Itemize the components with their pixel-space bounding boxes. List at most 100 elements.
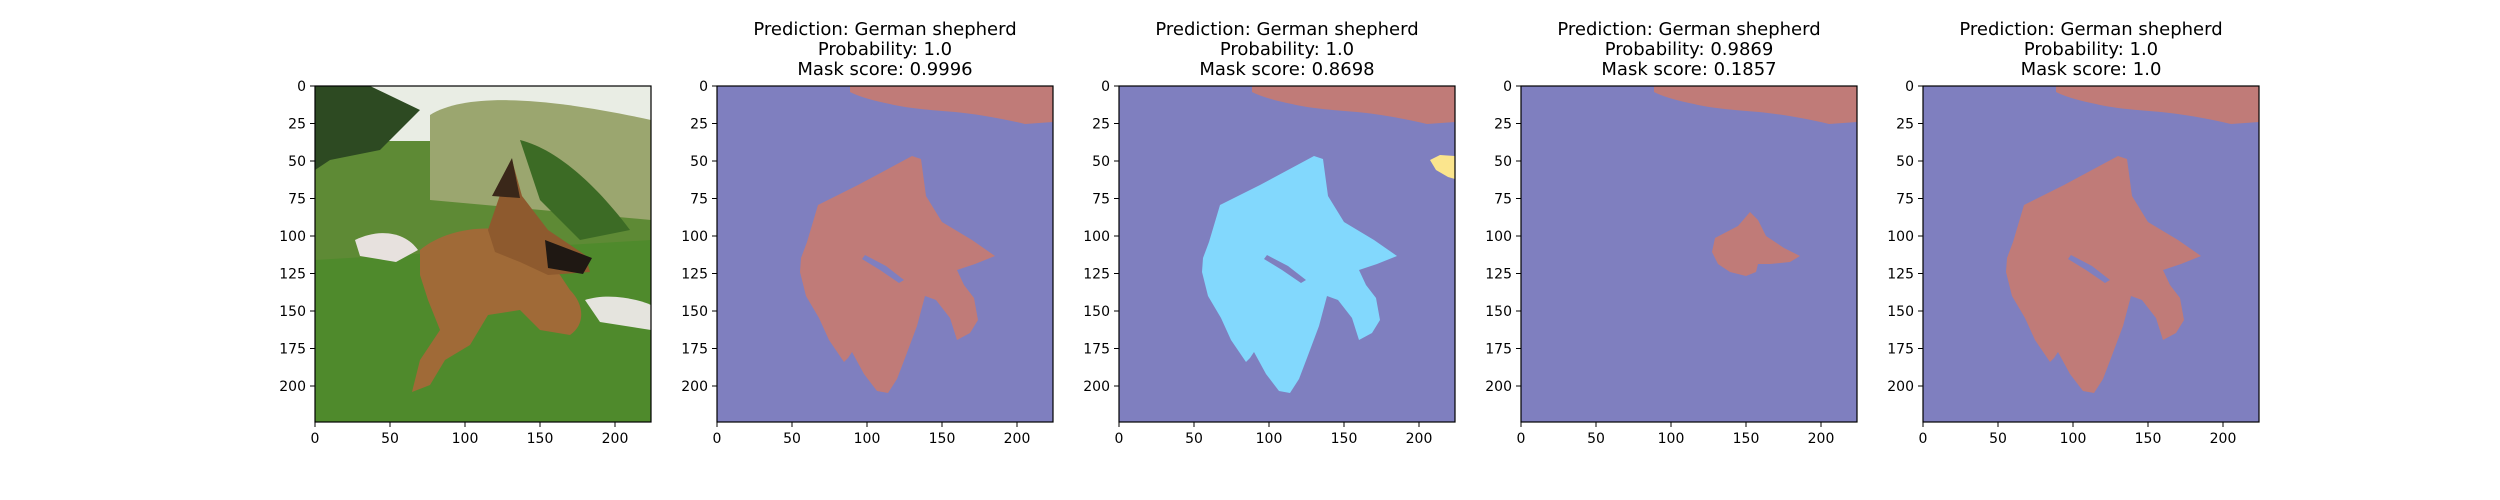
y-ticks: 0 25 50 75 100 125 150 175 200	[1083, 79, 1119, 395]
panel-title: Prediction: German shepherd Probability:…	[1557, 19, 1820, 80]
y-tick-label: 100	[1887, 229, 1914, 245]
y-tick-label: 175	[1887, 342, 1914, 358]
y-tick-label: 125	[1083, 267, 1110, 283]
y-tick-label: 100	[1485, 229, 1512, 245]
y-tick-label: 100	[279, 229, 306, 245]
x-tick-label: 200	[1808, 431, 1835, 447]
y-tick-label: 175	[681, 342, 708, 358]
x-tick-label: 200	[1004, 431, 1031, 447]
x-ticks: 0 50 100 150 200	[713, 422, 1031, 447]
y-tick-label: 150	[1887, 304, 1914, 320]
title-line-3: Mask score: 1.0	[2021, 59, 2162, 80]
x-tick-label: 50	[1587, 431, 1605, 447]
x-tick-label: 0	[1115, 431, 1124, 447]
top-region	[2056, 86, 2259, 124]
mask-hole	[1264, 255, 1306, 283]
title-line-2: Probability: 0.9869	[1605, 39, 1774, 60]
dog-mask	[1202, 156, 1397, 393]
y-tick-label: 75	[288, 192, 306, 208]
axes-frame	[1118, 85, 1456, 423]
y-tick-label: 0	[699, 79, 708, 95]
segmentation-mask	[1923, 86, 2259, 422]
y-tick-label: 200	[681, 379, 708, 395]
x-tick-label: 0	[713, 431, 722, 447]
y-tick-label: 50	[1092, 154, 1110, 170]
top-region	[1252, 86, 1455, 124]
x-tick-label: 0	[1919, 431, 1928, 447]
y-tick-label: 50	[690, 154, 708, 170]
y-ticks: 0 25 50 75 100 125 150 175 200	[1887, 79, 1923, 395]
y-tick-label: 25	[1896, 117, 1914, 133]
y-tick-label: 125	[1485, 267, 1512, 283]
panel-title: Prediction: German shepherd Probability:…	[1155, 19, 1418, 80]
y-tick-label: 175	[279, 342, 306, 358]
title-line-2: Probability: 1.0	[2024, 39, 2158, 60]
x-tick-label: 0	[1517, 431, 1526, 447]
title-line-3: Mask score: 0.9996	[797, 59, 972, 80]
y-tick-label: 25	[288, 117, 306, 133]
y-tick-label: 125	[279, 267, 306, 283]
y-tick-label: 0	[1503, 79, 1512, 95]
x-tick-label: 150	[2135, 431, 2162, 447]
y-tick-label: 50	[288, 154, 306, 170]
x-tick-label: 150	[527, 431, 554, 447]
dog-mask	[800, 156, 995, 393]
segmentation-mask	[717, 86, 1053, 422]
x-tick-label: 100	[1256, 431, 1283, 447]
panel-0: 0 50 100 150 200 0 25 50 75 100 125 150 175 200	[279, 79, 652, 447]
top-region	[850, 86, 1053, 124]
x-tick-label: 150	[929, 431, 956, 447]
y-tick-label: 100	[681, 229, 708, 245]
y-tick-label: 0	[1101, 79, 1110, 95]
y-tick-label: 150	[681, 304, 708, 320]
y-tick-label: 200	[1083, 379, 1110, 395]
x-tick-label: 200	[2210, 431, 2237, 447]
title-line-3: Mask score: 0.1857	[1601, 59, 1776, 80]
panel-4: Prediction: German shepherd Probability:…	[1887, 19, 2260, 447]
mask-hole	[862, 255, 904, 283]
title-line-1: Prediction: German shepherd	[1155, 19, 1418, 40]
x-ticks: 0 50 100 150 200	[311, 422, 629, 447]
top-region	[1654, 86, 1857, 124]
x-tick-label: 50	[783, 431, 801, 447]
title-line-2: Probability: 1.0	[818, 39, 952, 60]
panel-2: Prediction: German shepherd Probability:…	[1083, 19, 1456, 447]
y-tick-label: 175	[1083, 342, 1110, 358]
x-ticks: 0 50 100 150 200	[1115, 422, 1432, 447]
y-tick-label: 25	[1494, 117, 1512, 133]
y-tick-label: 75	[1896, 192, 1914, 208]
panel-title: Prediction: German shepherd Probability:…	[1959, 19, 2222, 80]
panel-1: Prediction: German shepherd Probability:…	[681, 19, 1054, 447]
x-ticks: 0 50 100 150 200	[1517, 422, 1835, 447]
yellow-blob	[1430, 155, 1455, 179]
title-line-1: Prediction: German shepherd	[1557, 19, 1820, 40]
segmentation-mask	[1521, 86, 1857, 422]
axes-frame	[1520, 85, 1858, 423]
x-tick-label: 50	[1185, 431, 1203, 447]
x-tick-label: 100	[2060, 431, 2087, 447]
panel-3: Prediction: German shepherd Probability:…	[1485, 19, 1858, 447]
y-tick-label: 125	[681, 267, 708, 283]
x-tick-label: 100	[1658, 431, 1685, 447]
y-tick-label: 200	[1485, 379, 1512, 395]
y-tick-label: 125	[1887, 267, 1914, 283]
y-tick-label: 75	[1092, 192, 1110, 208]
y-tick-label: 150	[279, 304, 306, 320]
y-ticks: 0 25 50 75 100 125 150 175 200	[279, 79, 315, 395]
segmentation-mask	[1119, 86, 1455, 422]
axes-frame	[1922, 85, 2260, 423]
axes-frame	[314, 85, 652, 423]
y-tick-label: 75	[690, 192, 708, 208]
y-tick-label: 150	[1083, 304, 1110, 320]
title-line-3: Mask score: 0.8698	[1199, 59, 1374, 80]
axes-frame	[716, 85, 1054, 423]
x-tick-label: 150	[1733, 431, 1760, 447]
y-tick-label: 0	[297, 79, 306, 95]
y-tick-label: 25	[1092, 117, 1110, 133]
y-ticks: 0 25 50 75 100 125 150 175 200	[1485, 79, 1521, 395]
y-ticks: 0 25 50 75 100 125 150 175 200	[681, 79, 717, 395]
x-tick-label: 100	[854, 431, 881, 447]
x-tick-label: 200	[602, 431, 629, 447]
head-mask	[1712, 212, 1800, 276]
x-ticks: 0 50 100 150 200	[1919, 422, 2237, 447]
